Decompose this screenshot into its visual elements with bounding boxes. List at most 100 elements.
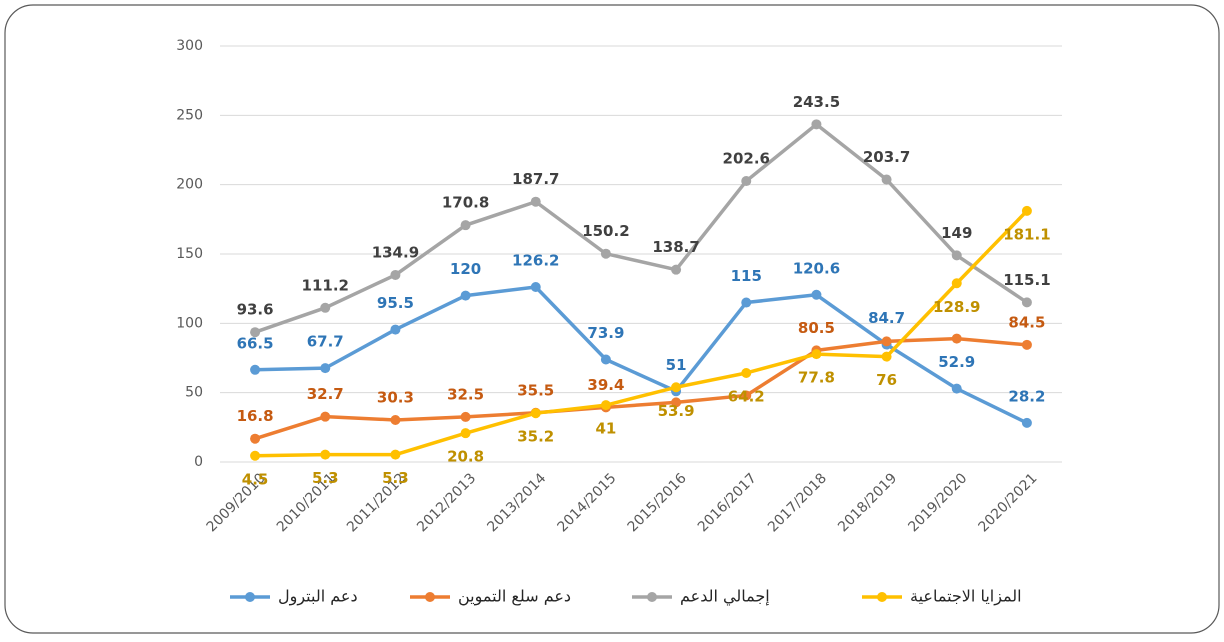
data-label: 138.7 [652, 238, 699, 256]
data-label: 243.5 [793, 93, 840, 111]
data-label: 181.1 [1003, 225, 1050, 243]
data-label: 66.5 [237, 334, 274, 352]
point [390, 414, 401, 425]
data-label: 115.1 [1003, 271, 1050, 289]
data-label: 32.7 [307, 385, 344, 403]
point [320, 411, 331, 422]
point [811, 289, 822, 300]
point [671, 382, 682, 393]
point [1021, 339, 1032, 350]
legend-marker [245, 592, 255, 602]
y-tick-label: 300 [176, 38, 203, 54]
point [741, 390, 752, 401]
data-label: 115 [731, 267, 762, 285]
legend-label: إجمالي الدعم [680, 587, 770, 607]
series-line [255, 285, 1028, 425]
point [951, 383, 962, 394]
point [390, 269, 401, 280]
y-tick-label: 150 [176, 246, 203, 262]
y-tick-label: 50 [185, 385, 203, 401]
point [390, 449, 401, 460]
data-label: 39.4 [587, 376, 624, 394]
data-label: 77.8 [798, 369, 835, 387]
data-label: 52.9 [938, 353, 975, 371]
point [1021, 417, 1032, 428]
data-label: 32.5 [447, 385, 484, 403]
point [530, 408, 541, 419]
data-label: 51 [666, 356, 687, 374]
point [600, 248, 611, 259]
point [951, 278, 962, 289]
data-label: 5.3 [312, 469, 339, 487]
point [881, 351, 892, 362]
data-label: 5.3 [382, 469, 409, 487]
data-label: 41 [595, 420, 616, 438]
data-label: 149 [941, 224, 972, 242]
point [811, 349, 822, 360]
data-label: 76 [876, 371, 897, 389]
y-tick-label: 250 [176, 107, 203, 123]
point [320, 449, 331, 460]
y-tick-label: 0 [194, 454, 203, 470]
point [1021, 297, 1032, 308]
point [390, 324, 401, 335]
point [741, 176, 752, 187]
legend-label: المزايا الاجتماعية [910, 587, 1022, 607]
legend-marker [647, 592, 657, 602]
y-tick-label: 200 [176, 177, 203, 193]
legend-marker [877, 592, 887, 602]
point [320, 302, 331, 313]
data-label: 53.9 [658, 402, 695, 420]
data-label: 202.6 [723, 150, 770, 168]
legend-label: دعم سلع التموين [458, 587, 571, 607]
data-label: 93.6 [237, 301, 274, 319]
data-label: 187.7 [512, 170, 559, 188]
data-label: 84.5 [1008, 313, 1045, 331]
data-label: 111.2 [302, 276, 349, 294]
data-label: 20.8 [447, 448, 484, 466]
data-label: 64.2 [728, 387, 765, 405]
data-label: 80.5 [798, 319, 835, 337]
point [881, 174, 892, 185]
series-line [255, 209, 1029, 458]
data-label: 35.5 [517, 381, 554, 399]
point [250, 450, 261, 461]
point [460, 220, 471, 231]
data-label: 67.7 [307, 333, 344, 351]
point [600, 400, 611, 411]
series-line [254, 122, 1028, 334]
point [460, 411, 471, 422]
data-label: 120.6 [793, 259, 840, 277]
data-label: 16.8 [237, 407, 274, 425]
frame [4, 4, 1220, 634]
data-label: 84.7 [868, 309, 905, 327]
point [600, 354, 611, 365]
point [741, 367, 752, 378]
point [460, 290, 471, 301]
data-label: 150.2 [582, 222, 629, 240]
data-label: 95.5 [377, 294, 414, 312]
point [671, 264, 682, 275]
y-tick-label: 100 [176, 315, 203, 331]
point [320, 363, 331, 374]
point [671, 397, 682, 408]
data-label: 30.3 [377, 388, 414, 406]
data-label: 4.5 [242, 470, 269, 488]
data-label: 73.9 [587, 324, 624, 342]
data-label: 35.2 [517, 428, 554, 446]
point [250, 327, 261, 338]
legend-label: دعم البترول [278, 587, 358, 607]
data-label: 134.9 [372, 243, 419, 261]
series-line [254, 336, 1028, 441]
point [250, 433, 261, 444]
point [1021, 205, 1032, 216]
data-label: 126.2 [512, 252, 559, 270]
point [250, 364, 261, 375]
point [530, 282, 541, 293]
point [951, 250, 962, 261]
point [951, 333, 962, 344]
data-label: 120 [450, 260, 481, 278]
legend-marker [425, 592, 435, 602]
point [811, 119, 822, 130]
